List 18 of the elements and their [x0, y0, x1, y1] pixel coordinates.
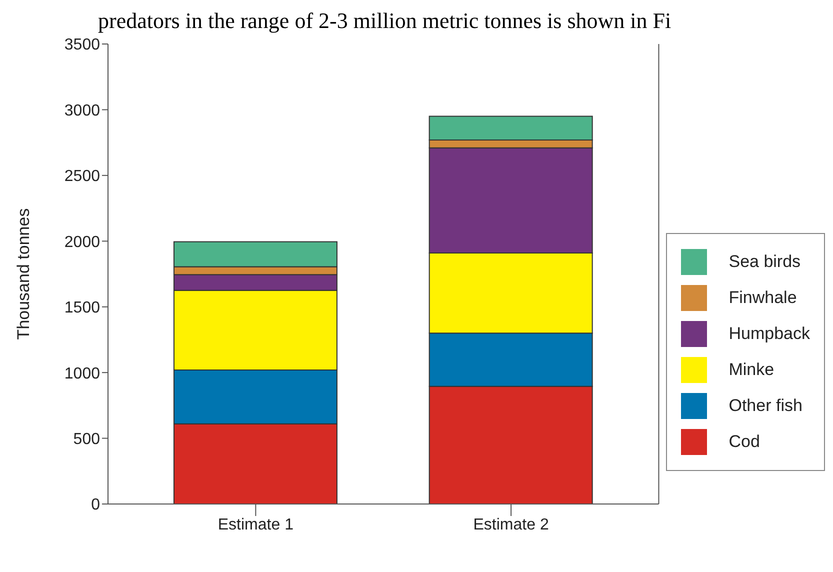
legend-label: Minke: [728, 360, 774, 380]
legend-label: Humpback: [728, 324, 810, 344]
y-tick-label: 1500: [64, 300, 100, 317]
x-tick-label: Estimate 2: [473, 516, 549, 534]
legend-label: Other fish: [728, 396, 802, 416]
legend-label: Cod: [728, 432, 760, 452]
y-tick-label: 3500: [64, 36, 100, 54]
legend-label: Sea birds: [728, 252, 801, 272]
y-axis-title: Thousand tonnes: [14, 208, 34, 340]
y-tick-label: 500: [73, 430, 100, 448]
x-tick-label: Estimate 1: [218, 516, 294, 534]
text: predators in the range of 2-3 million metric tonnes is shown in Fi: [97, 8, 672, 34]
y-tick-label: 0: [91, 496, 100, 514]
legend-label: Finwhale: [728, 288, 797, 308]
y-tick-label: 2500: [64, 168, 100, 186]
y-tick-label: 1000: [64, 365, 100, 382]
y-tick-label: 3000: [64, 102, 100, 120]
y-tick-label: 2000: [64, 234, 100, 251]
